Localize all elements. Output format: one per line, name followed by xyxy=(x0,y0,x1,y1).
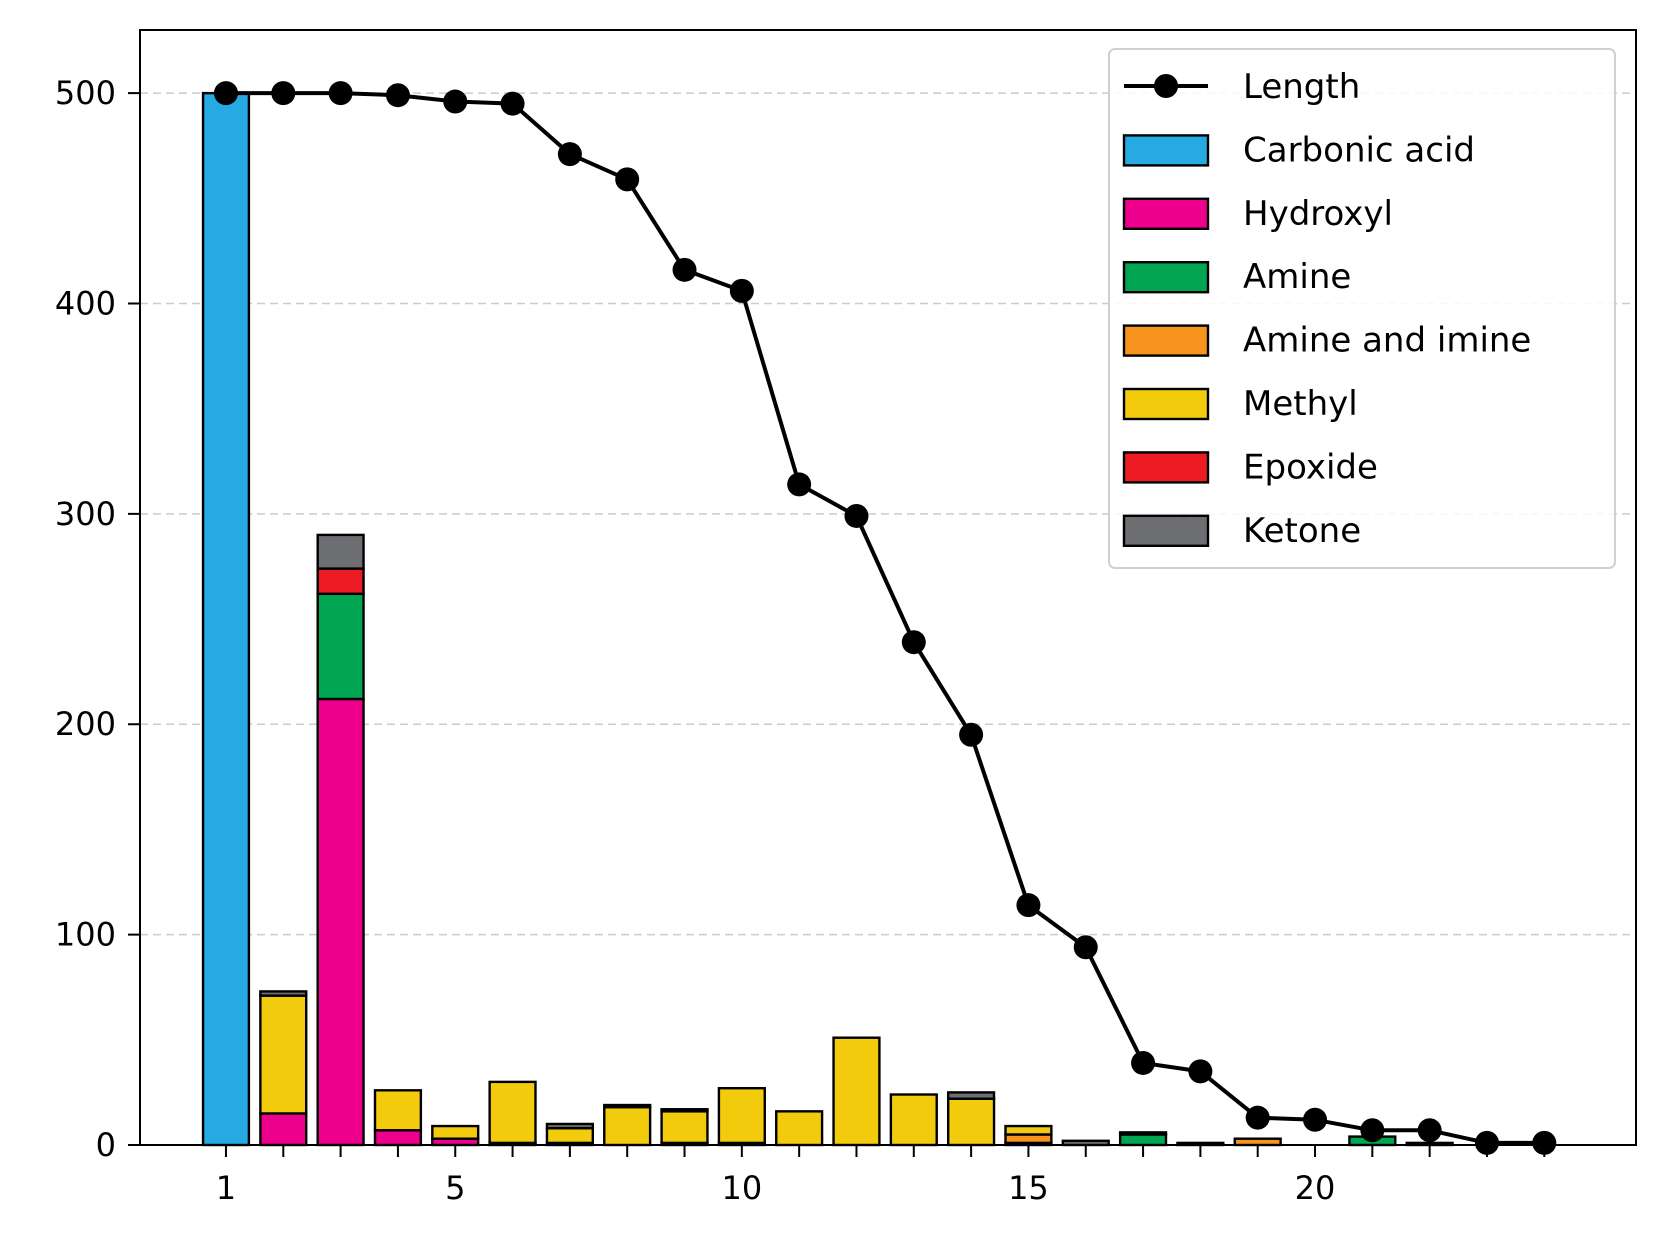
length-point-8 xyxy=(615,167,640,192)
bar-methyl-14 xyxy=(946,1097,996,1147)
y-tick-label-100: 100 xyxy=(55,916,116,954)
bar-amine-17 xyxy=(1118,1133,1168,1147)
length-point-22 xyxy=(1417,1118,1442,1143)
length-point-7 xyxy=(557,142,582,167)
bar-methyl-13 xyxy=(889,1093,938,1147)
x-tick-label-1: 1 xyxy=(216,1169,236,1207)
legend-label-length: Length xyxy=(1243,67,1360,107)
bar-methyl-11 xyxy=(775,1110,824,1147)
bar-ketone-14 xyxy=(946,1091,996,1100)
length-point-24 xyxy=(1532,1130,1557,1155)
y-tick-label-0: 0 xyxy=(96,1126,116,1164)
x-tick-label-10: 10 xyxy=(721,1169,762,1207)
bar-methyl-6 xyxy=(488,1080,537,1145)
legend-box xyxy=(1108,48,1616,569)
bar-ketone-9 xyxy=(660,1108,709,1113)
bar-ketone-17 xyxy=(1118,1131,1168,1136)
length-point-16 xyxy=(1073,935,1098,960)
bar-stacks xyxy=(201,91,1454,1147)
length-point-23 xyxy=(1474,1130,1499,1155)
length-point-10 xyxy=(729,278,754,303)
length-point-21 xyxy=(1360,1118,1385,1143)
legend-label-hydroxyl: Hydroxyl xyxy=(1243,194,1393,234)
length-point-1 xyxy=(213,81,238,106)
legend-swatch-methyl xyxy=(1122,387,1210,421)
legend-swatch-amine-and-imine xyxy=(1122,324,1210,357)
legend-label-methyl: Methyl xyxy=(1243,384,1358,424)
length-point-4 xyxy=(385,83,410,108)
legend-label-ketone: Ketone xyxy=(1243,511,1361,551)
x-tick-label-15: 15 xyxy=(1008,1169,1049,1207)
length-point-17 xyxy=(1131,1050,1156,1075)
y-tick-label-200: 200 xyxy=(55,705,116,743)
bar-methyl-15 xyxy=(1004,1124,1053,1136)
x-tick-label-20: 20 xyxy=(1295,1169,1336,1207)
bar-methyl-4 xyxy=(373,1089,423,1132)
bar-amine-3 xyxy=(316,592,365,701)
bar-epoxide-3 xyxy=(316,567,365,596)
bar-methyl-10 xyxy=(717,1086,766,1145)
legend-label-amine: Amine xyxy=(1243,257,1351,297)
bar-ketone-3 xyxy=(316,533,365,570)
length-point-12 xyxy=(844,503,869,528)
bar-ketone-8 xyxy=(603,1103,652,1109)
legend-swatch-epoxide xyxy=(1122,451,1210,484)
length-point-19 xyxy=(1245,1105,1270,1130)
bar-methyl-5 xyxy=(431,1124,480,1140)
legend: Length Carbonic acid Hydroxyl Amine Amine an… xyxy=(1108,48,1616,569)
bar-methyl-7 xyxy=(545,1126,595,1145)
bar-hydroxyl-4 xyxy=(373,1129,423,1147)
bar-methyl-12 xyxy=(832,1036,881,1147)
bar-hydroxyl-2 xyxy=(259,1112,308,1147)
legend-label-epoxide: Epoxide xyxy=(1243,447,1378,487)
legend-label-amine-and-imine: Amine and imine xyxy=(1243,321,1531,361)
length-point-3 xyxy=(328,81,353,106)
plot-frame xyxy=(139,29,1637,1146)
bar-amine-and-imine-15 xyxy=(1004,1133,1053,1145)
bar-hydroxyl-3 xyxy=(316,697,365,1147)
legend-swatch-hydroxyl xyxy=(1122,197,1210,231)
length-point-18 xyxy=(1188,1059,1213,1084)
grid-lines xyxy=(140,92,1636,936)
length-point-6 xyxy=(500,91,525,116)
bar-carbonic-acid-1 xyxy=(201,91,251,1147)
legend-swatch-amine xyxy=(1122,261,1210,294)
bar-methyl-2 xyxy=(259,994,308,1115)
length-line-series xyxy=(213,81,1557,1155)
bar-methyl-8 xyxy=(603,1105,652,1147)
legend-swatch-carbonic-acid xyxy=(1122,134,1210,167)
length-point-15 xyxy=(1016,893,1041,918)
length-point-14 xyxy=(959,722,984,747)
length-point-2 xyxy=(271,81,296,106)
legend-marker-length xyxy=(1154,74,1178,98)
length-point-11 xyxy=(787,472,812,497)
y-tick-label-400: 400 xyxy=(55,284,116,322)
legend-swatch-ketone xyxy=(1122,514,1210,547)
legend-label-carbonic-acid: Carbonic acid xyxy=(1243,130,1475,170)
bar-ketone-7 xyxy=(545,1122,595,1130)
length-point-5 xyxy=(443,89,468,114)
length-point-9 xyxy=(672,257,697,282)
bar-methyl-9 xyxy=(660,1110,709,1145)
length-point-20 xyxy=(1303,1107,1328,1132)
y-tick-label-500: 500 xyxy=(55,74,116,112)
length-point-13 xyxy=(901,630,926,655)
x-tick-label-5: 5 xyxy=(445,1169,465,1207)
bar-ketone-2 xyxy=(259,990,308,997)
y-tick-label-300: 300 xyxy=(55,495,116,533)
